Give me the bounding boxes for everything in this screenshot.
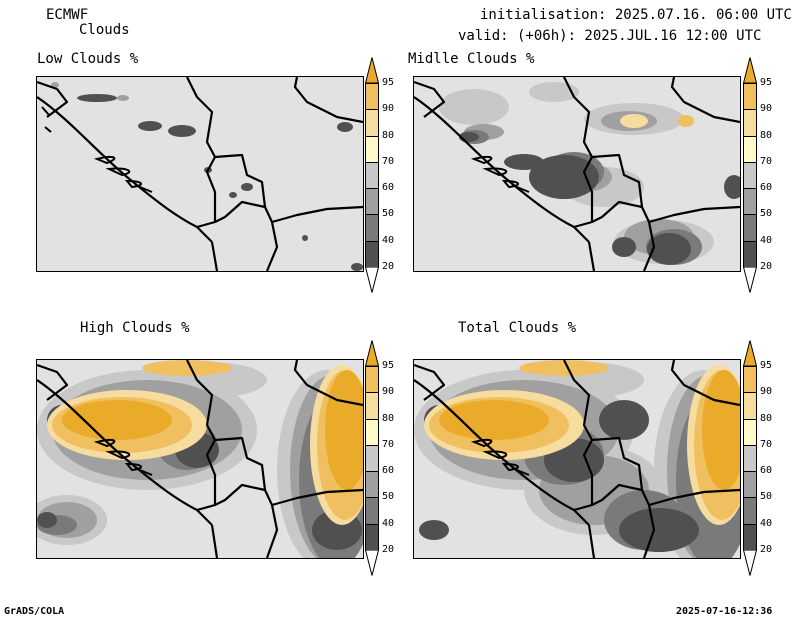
colorbar-tick-label: 40 (382, 517, 395, 529)
initialisation-time: initialisation: 2025.07.16. 06:00 UTC (480, 7, 792, 23)
colorbar-cell (743, 135, 757, 162)
map-high-svg (37, 360, 363, 558)
colorbar-tick-label: 90 (382, 103, 395, 115)
colorbar-tick-label: 90 (382, 386, 395, 398)
colorbar-cell (365, 497, 379, 524)
colorbar-tick-label: 70 (382, 438, 395, 450)
colorbar-cell (365, 188, 379, 215)
colorbar-cell (743, 83, 757, 110)
colorbar-cell (743, 444, 757, 472)
colorbar-tick-label: 20 (382, 261, 395, 272)
colorbar-cell (365, 523, 379, 550)
valid-time: valid: (+06h): 2025.JUL.16 12:00 UTC (458, 28, 762, 44)
map-low-svg (37, 77, 363, 271)
colorbar-cell (743, 240, 757, 267)
panel-title-high: High Clouds % (80, 320, 190, 336)
colorbar-cell (743, 497, 757, 524)
colorbar-cell (743, 523, 757, 550)
colorbar-cell (365, 240, 379, 267)
map-middle (413, 76, 741, 272)
colorbar-arrow-min (365, 267, 379, 293)
colorbar-cell (365, 135, 379, 162)
map-low (36, 76, 364, 272)
colorbar-tick-label: 50 (760, 491, 773, 503)
colorbar-cell (743, 366, 757, 393)
map-total (413, 359, 741, 559)
colorbar-tick-label: 50 (382, 208, 395, 220)
colorbar-cell (365, 392, 379, 419)
colorbar-tick-label: 60 (760, 465, 773, 477)
colorbar-tick-label: 80 (760, 412, 773, 424)
colorbar-cell (743, 109, 757, 136)
colorbar-tick-label: 20 (382, 544, 395, 555)
colorbar-cell (743, 471, 757, 498)
colorbar-tick-label: 80 (382, 129, 395, 141)
colorbar-cell (365, 471, 379, 498)
colorbar-arrow-min (743, 550, 757, 576)
colorbar-tick-label: 70 (760, 438, 773, 450)
colorbar-tick-label: 80 (760, 129, 773, 141)
product-name: Clouds (79, 22, 130, 38)
panel-title-total: Total Clouds % (458, 320, 577, 336)
colorbar-arrow-max (743, 57, 757, 83)
colorbar-tick-label: 50 (382, 491, 395, 503)
colorbar-cell (743, 188, 757, 215)
colorbar-arrow-max (743, 340, 757, 366)
colorbar-tick-label: 90 (760, 386, 773, 398)
colorbar-low: 95 90 80 70 60 50 40 20 (365, 57, 394, 293)
colorbar-arrow-min (743, 267, 757, 293)
colorbar-tick-label: 90 (760, 103, 773, 115)
colorbar-tick-label: 95 (760, 360, 773, 371)
footer-timestamp: 2025-07-16-12:36 (676, 606, 773, 617)
colorbar-tick-label: 20 (760, 261, 773, 272)
map-middle-svg (414, 77, 740, 271)
panel-title-low: Low Clouds % (37, 51, 139, 67)
colorbar-tick-label: 40 (760, 517, 773, 529)
panel-title-middle: Midlle Clouds % (408, 51, 535, 67)
map-total-svg (414, 360, 740, 558)
colorbar-tick-label: 95 (760, 77, 773, 88)
colorbar-cell (743, 392, 757, 419)
colorbar-tick-label: 60 (760, 182, 773, 194)
colorbar-cell (365, 444, 379, 472)
footer-software: GrADS/COLA (4, 606, 65, 617)
colorbar-cell (365, 418, 379, 445)
colorbar-tick-label: 40 (382, 234, 395, 246)
model-name: ECMWF (46, 7, 89, 23)
colorbar-arrow-min (365, 550, 379, 576)
colorbar-high: 95 90 80 70 60 50 40 20 (365, 340, 394, 576)
colorbar-cell (743, 418, 757, 445)
colorbar-tick-label: 50 (760, 208, 773, 220)
colorbar-tick-label: 80 (382, 412, 395, 424)
colorbar-tick-label: 20 (760, 544, 773, 555)
colorbar-cell (365, 109, 379, 136)
colorbar-tick-label: 60 (382, 465, 395, 477)
colorbar-tick-label: 70 (382, 155, 395, 167)
colorbar-cell (365, 214, 379, 241)
colorbar-tick-label: 70 (760, 155, 773, 167)
colorbar-cell (365, 366, 379, 393)
colorbar-tick-label: 40 (760, 234, 773, 246)
map-high (36, 359, 364, 559)
colorbar-cell (743, 214, 757, 241)
colorbar-cell (365, 161, 379, 189)
colorbar-cell (365, 83, 379, 110)
colorbar-arrow-max (365, 340, 379, 366)
colorbar-tick-label: 95 (382, 360, 395, 371)
colorbar-tick-label: 60 (382, 182, 395, 194)
colorbar-arrow-max (365, 57, 379, 83)
colorbar-cell (743, 161, 757, 189)
colorbar-middle: 95 90 80 70 60 50 40 20 (743, 57, 772, 293)
colorbar-total: 95 90 80 70 60 50 40 20 (743, 340, 772, 576)
colorbar-tick-label: 95 (382, 77, 395, 88)
